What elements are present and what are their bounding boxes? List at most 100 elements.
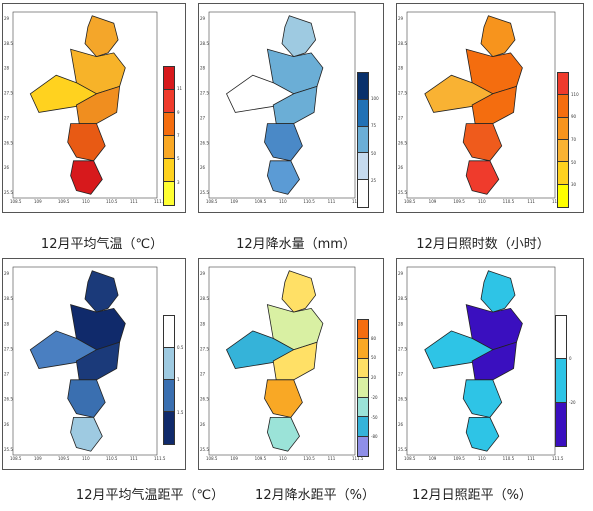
legend-bar [555,315,567,447]
legend-label: 70 [571,137,577,142]
caption-sunshine-anomaly: 12月日照距平（%） [412,488,532,503]
x-tick-label: 110 [478,199,486,204]
x-tick-label: 109 [34,199,42,204]
x-tick-label: 109.5 [453,199,465,204]
map-frame [208,266,356,456]
map-region [465,160,500,195]
map-region [266,417,300,452]
legend-swatch [164,67,174,90]
y-tick-label: 26.5 [398,140,407,145]
legend-label: 30 [571,182,577,188]
legend-swatch [358,378,368,398]
x-tick-label: 109 [34,456,42,461]
legend-label: -50 [371,414,378,420]
y-tick-label: 25.5 [398,190,407,195]
y-tick-label: 28 [398,66,404,71]
y-tick-label: 26 [398,165,404,170]
legend-swatch [164,380,174,412]
y-tick-label: 28 [200,66,206,71]
x-tick-label: 111 [328,456,336,461]
x-tick-label: 109.5 [58,456,70,461]
map-region [462,123,503,162]
legend-bar [163,66,175,206]
map-frame [406,11,556,199]
legend-swatch [164,316,174,348]
legend-swatch [358,180,368,207]
y-tick-label: 26 [4,165,10,170]
y-tick-label: 28 [200,321,206,326]
x-tick-label: 111.5 [154,456,166,461]
y-tick-label: 28.5 [200,296,209,301]
legend-swatch [558,184,568,207]
map-region [67,123,106,162]
x-tick-label: 108.5 [10,456,22,461]
legend-swatch [164,113,174,136]
legend-swatch [164,182,174,205]
legend-swatch [358,126,368,154]
y-tick-label: 27 [4,372,10,377]
map-region [281,270,317,313]
map-region [67,379,106,418]
x-tick-label: 110.5 [503,199,515,204]
legend-swatch [164,412,174,444]
x-tick-label: 110 [279,199,287,204]
legend-swatch [358,417,368,437]
region-map: 108.5109109.5110110.5111111.52928.52827.… [398,11,564,204]
y-tick-label: 27.5 [200,91,209,96]
y-tick-label: 25.5 [398,447,407,452]
legend-label: 50 [371,150,377,156]
legend-label: 7 [177,133,180,138]
y-tick-label: 28.5 [398,41,407,46]
legend-swatch [358,99,368,127]
y-tick-label: 28.5 [200,41,209,46]
y-tick-label: 28 [4,321,10,326]
y-tick-label: 29 [398,16,404,21]
legend-label: 0 [569,356,572,361]
legend-bar [557,72,569,208]
map-region [84,15,119,58]
x-tick-label: 110 [82,456,90,461]
x-tick-label: 108.5 [10,199,22,204]
map-region [84,270,119,313]
caption-precip-anomaly: 12月降水距平（%） [255,488,375,503]
map-region [264,379,303,418]
legend-swatch [164,90,174,113]
y-tick-label: 26 [200,165,206,170]
y-tick-label: 26.5 [200,140,209,145]
map-region [281,15,317,58]
x-tick-label: 109 [230,199,238,204]
x-tick-label: 110.5 [106,199,118,204]
legend-label: 75 [371,123,377,129]
legend-swatch [558,95,568,118]
y-tick-label: 27.5 [398,91,407,96]
x-tick-label: 111.5 [154,199,166,204]
map-panel-precip-anomaly: 108.5 109 109.5 110 110.5 111 111.5 29 28.5 28 27.… [198,258,384,470]
legend-label: 1 [177,377,180,382]
x-tick-label: 109 [429,199,437,204]
y-tick-label: 29 [200,16,206,21]
legend-swatch [358,320,368,340]
x-tick-label: 109 [429,456,437,461]
legend-label: 3 [177,179,180,185]
legend-bar [357,72,369,208]
x-tick-label: 111 [328,199,336,204]
legend-swatch [358,153,368,181]
x-tick-label: 109.5 [255,456,267,461]
legend-label: 20 [371,375,377,381]
x-tick-label: 109.5 [58,199,70,204]
legend-label: 50 [571,159,577,165]
map-panel-temp-anomaly: 108.5 109 109.5 110 110.5 111 111.5 29 28.5 28 27.… [2,258,186,470]
y-tick-label: 26.5 [4,140,13,145]
x-tick-label: 110.5 [503,456,515,461]
map-region [480,15,516,58]
map-region [465,417,500,452]
legend-swatch [164,136,174,159]
caption-precip: 12月降水量（mm） [236,237,356,252]
y-tick-label: 28 [398,321,404,326]
x-tick-label: 111.5 [552,456,564,461]
map-region [480,270,516,313]
x-tick-label: 111.5 [352,456,364,461]
y-tick-label: 26 [398,422,404,427]
